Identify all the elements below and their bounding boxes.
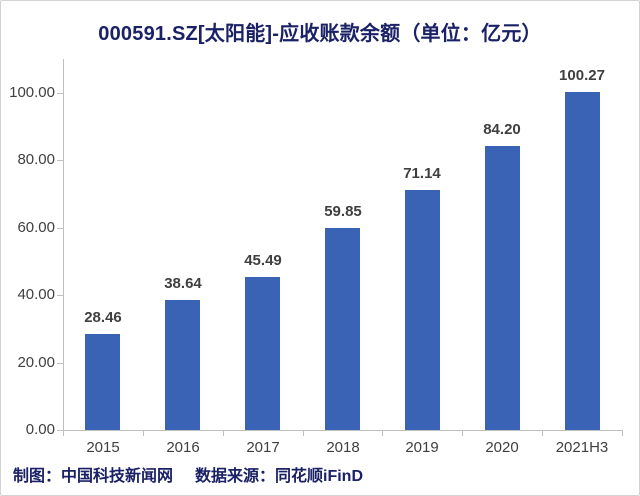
y-tick-label: 40.00 (17, 286, 55, 303)
y-tick-label: 60.00 (17, 219, 55, 236)
y-axis-tick (57, 295, 63, 296)
chart-title: 000591.SZ[太阳能]-应收账款余额（单位：亿元） (98, 23, 542, 45)
x-axis-tick (462, 430, 463, 436)
bar-value-label: 45.49 (244, 252, 282, 269)
bar-value-label: 84.20 (483, 121, 521, 138)
bar-value-label: 59.85 (324, 203, 362, 220)
y-tick-label: 80.00 (17, 151, 55, 168)
y-axis-tick (57, 363, 63, 364)
y-axis-tick (57, 430, 63, 431)
x-tick-label: 2021H3 (555, 439, 609, 456)
bar (405, 190, 440, 430)
x-axis-tick (622, 430, 623, 436)
y-axis-tick (57, 228, 63, 229)
x-tick-label: 2020 (485, 439, 519, 456)
y-axis (63, 59, 64, 430)
x-axis-tick (63, 430, 64, 436)
x-axis-tick (223, 430, 224, 436)
bar-value-label: 38.64 (164, 275, 202, 292)
x-axis-tick (143, 430, 144, 436)
y-tick-label: 0.00 (25, 421, 55, 438)
x-tick-label: 2018 (326, 439, 360, 456)
bar-value-label: 100.27 (559, 67, 605, 84)
footer-credit: 制图：中国科技新闻网 (13, 468, 174, 485)
x-tick-label: 2015 (86, 439, 120, 456)
footer-source: 数据来源：同花顺iFinD (195, 468, 364, 485)
y-tick-label: 100.00 (9, 84, 55, 101)
bar-value-label: 28.46 (84, 309, 122, 326)
x-axis-tick (382, 430, 383, 436)
y-axis-tick (57, 160, 63, 161)
x-tick-label: 2016 (166, 439, 200, 456)
chart-footer: 制图：中国科技新闻网 数据来源：同花顺iFinD (13, 462, 363, 486)
bar (325, 228, 360, 430)
x-tick-label: 2017 (246, 439, 280, 456)
x-axis (63, 430, 623, 431)
bar-value-label: 71.14 (403, 165, 441, 182)
bar (85, 334, 120, 430)
x-axis-tick (303, 430, 304, 436)
bar (165, 300, 200, 430)
y-tick-label: 20.00 (17, 354, 55, 371)
bar (485, 146, 520, 430)
x-tick-label: 2019 (405, 439, 439, 456)
y-axis-tick (57, 93, 63, 94)
x-axis-tick (542, 430, 543, 436)
bar (565, 92, 600, 430)
bar (245, 277, 280, 430)
